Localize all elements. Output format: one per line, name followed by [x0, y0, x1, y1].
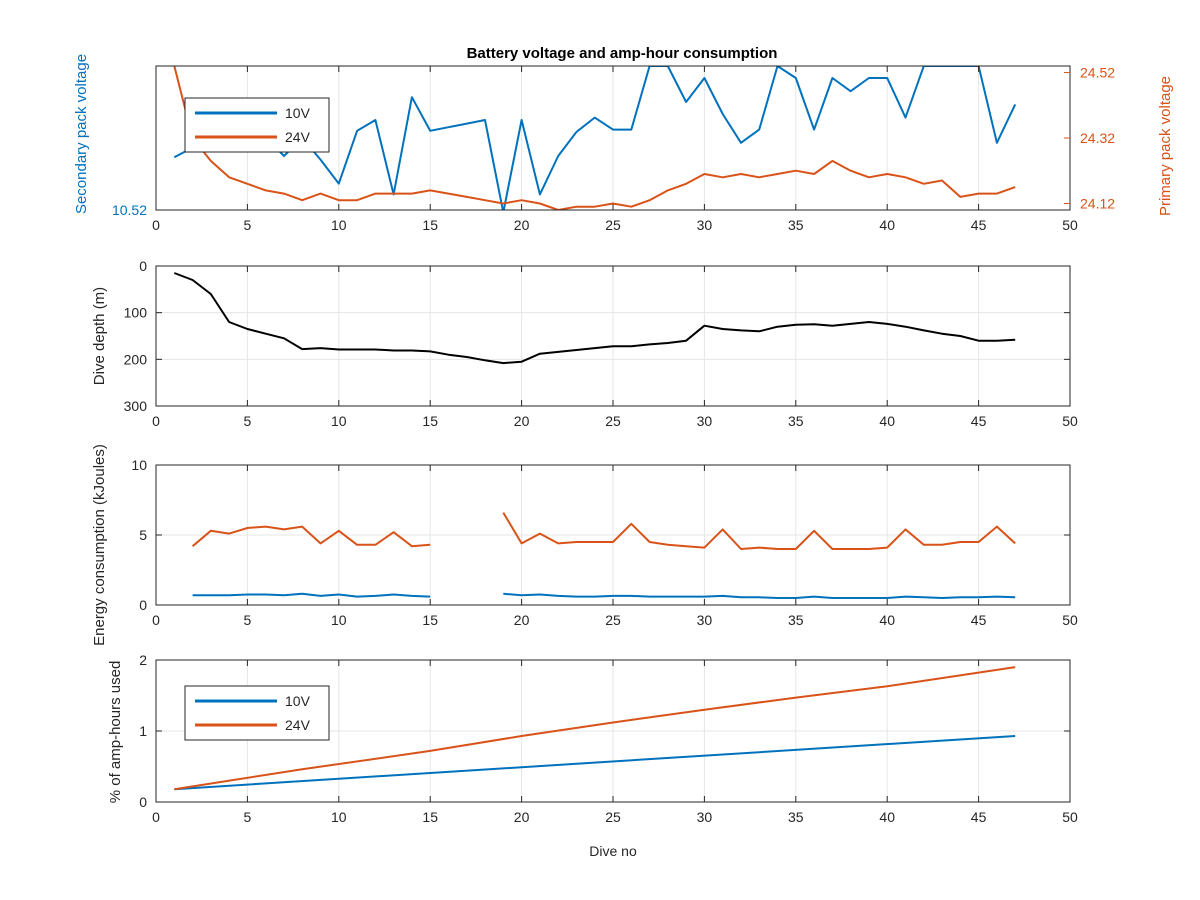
- panel-3: 0 5 10 15 20 25 30 35 40 45 50 0 5 10 Energy consumpti…: [91, 444, 1078, 646]
- series-line-s1: [192, 592, 1016, 599]
- legend-box: [184, 97, 330, 153]
- x-tick-label: 0: [152, 809, 160, 825]
- x-tick-label: 0: [152, 217, 160, 233]
- x-tick-label: 45: [971, 413, 987, 429]
- x-tick-label: 35: [788, 809, 804, 825]
- series-line-24v: [174, 666, 1016, 791]
- y-tick-label: 1: [139, 723, 147, 739]
- x-tick-label: 5: [244, 612, 252, 628]
- y-right-tick-label: 24.52: [1080, 65, 1115, 81]
- y-tick-label: 10.52: [112, 202, 147, 218]
- y-tick-label: 200: [124, 351, 148, 367]
- x-tick-label: 30: [697, 809, 713, 825]
- y-tick-label: 2: [139, 652, 147, 668]
- x-tick-label: 30: [697, 413, 713, 429]
- x-tick-label: 50: [1062, 612, 1078, 628]
- x-tick-label: 5: [244, 217, 252, 233]
- x-tick-label: 20: [514, 413, 530, 429]
- x-tick-label: 25: [605, 612, 621, 628]
- x-tick-label: 0: [152, 612, 160, 628]
- y-axis-label: % of amp-hours used: [107, 661, 124, 804]
- panel-2: 0 5 10 15 20 25 30 35 40 45 50 0 100 200 300 Dive depth…: [91, 258, 1078, 429]
- y-tick-label: 0: [139, 597, 147, 613]
- legend: 10V 24V: [184, 97, 330, 153]
- x-tick-label: 25: [605, 413, 621, 429]
- x-tick-label: 35: [788, 413, 804, 429]
- x-tick-label: 20: [514, 217, 530, 233]
- x-tick-label: 10: [331, 413, 347, 429]
- series-line-10v: [174, 735, 1016, 791]
- series-line-s1: [173, 272, 1016, 365]
- legend-label: 24V: [285, 717, 311, 733]
- y-right-tick-label: 24.32: [1080, 130, 1115, 146]
- legend: 10V 24V: [184, 685, 330, 741]
- x-tick-label: 10: [331, 809, 347, 825]
- y-axis-label-left: Secondary pack voltage: [73, 54, 90, 214]
- y-tick-label: 0: [139, 794, 147, 810]
- legend-label: 10V: [285, 693, 311, 709]
- y-axis-label-right: Primary pack voltage: [1157, 76, 1174, 216]
- x-axis-label: Dive no: [589, 843, 637, 859]
- x-tick-label: 50: [1062, 217, 1078, 233]
- x-tick-label: 35: [788, 612, 804, 628]
- x-tick-label: 40: [879, 217, 895, 233]
- x-tick-label: 15: [422, 413, 438, 429]
- y-tick-label: 300: [124, 398, 148, 414]
- x-tick-label: 50: [1062, 809, 1078, 825]
- x-tick-label: 40: [879, 809, 895, 825]
- series-line-24v: [173, 66, 1016, 210]
- x-tick-label: 5: [244, 413, 252, 429]
- y-tick-label: 0: [139, 258, 147, 274]
- legend-box: [184, 685, 330, 741]
- x-tick-label: 10: [331, 612, 347, 628]
- y-tick-label: 10: [131, 457, 147, 473]
- x-tick-label: 25: [605, 809, 621, 825]
- x-tick-label: 35: [788, 217, 804, 233]
- panel-1: 0 5 10 15 20 25 30 35 40 45 50 10.52 24.12 24.32 24.52…: [73, 54, 1174, 233]
- x-tick-label: 45: [971, 612, 987, 628]
- x-tick-label: 40: [879, 413, 895, 429]
- legend-label: 24V: [285, 129, 311, 145]
- x-tick-label: 30: [697, 612, 713, 628]
- x-tick-label: 10: [331, 217, 347, 233]
- y-tick-label: 5: [139, 527, 147, 543]
- y-axis-label: Energy consumption (kJoules): [91, 444, 108, 646]
- x-tick-label: 15: [422, 217, 438, 233]
- x-tick-label: 25: [605, 217, 621, 233]
- x-tick-label: 5: [244, 809, 252, 825]
- x-tick-label: 0: [152, 413, 160, 429]
- x-tick-label: 45: [971, 217, 987, 233]
- panel-4: 0 5 10 15 20 25 30 35 40 45 50 0 1 2 % of amp-hours us…: [107, 652, 1078, 859]
- x-tick-label: 15: [422, 612, 438, 628]
- x-tick-label: 20: [514, 809, 530, 825]
- x-tick-label: 15: [422, 809, 438, 825]
- x-tick-label: 40: [879, 612, 895, 628]
- figure-title: Battery voltage and amp-hour consumption: [467, 45, 778, 62]
- x-tick-label: 45: [971, 809, 987, 825]
- y-axis-label: Dive depth (m): [91, 287, 108, 385]
- x-tick-label: 50: [1062, 413, 1078, 429]
- x-tick-label: 30: [697, 217, 713, 233]
- x-tick-label: 20: [514, 612, 530, 628]
- y-right-tick-label: 24.12: [1080, 195, 1115, 211]
- series-line-s2: [191, 512, 1016, 550]
- legend-label: 10V: [285, 105, 311, 121]
- y-tick-label: 100: [124, 305, 148, 321]
